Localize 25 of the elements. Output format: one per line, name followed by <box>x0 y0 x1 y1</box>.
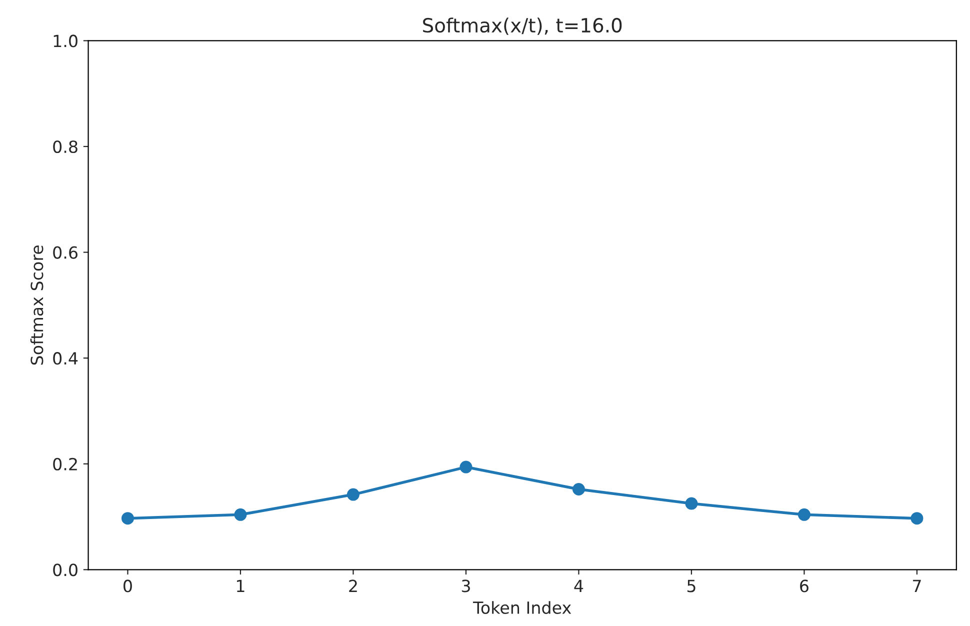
x-tick-label: 2 <box>349 580 357 592</box>
y-tick-label: 0.4 <box>53 352 78 365</box>
point <box>460 460 472 474</box>
x-axis-title: Token Index <box>473 601 572 614</box>
x-tick-label: 1 <box>237 580 244 592</box>
point <box>798 508 810 521</box>
y-tick-label: 1.0 <box>54 34 78 48</box>
point <box>572 483 585 496</box>
x-tick-label: 3 <box>462 580 470 592</box>
chart-title: Softmax(x/t), t=16.0 <box>423 18 622 35</box>
point <box>910 512 924 525</box>
y-axis-title: Softmax Score <box>30 245 44 365</box>
x-tick-label: 5 <box>687 580 696 592</box>
x-tick-label: 7 <box>913 580 921 592</box>
y-tick-label: 0.6 <box>53 246 78 259</box>
y-tick-label: 0.2 <box>53 458 77 470</box>
y-tick-label: 0.8 <box>53 140 78 154</box>
x-tick-label: 6 <box>800 580 808 592</box>
x-tick-label: 4 <box>574 580 584 592</box>
x-tick-label: 0 <box>124 580 132 592</box>
point <box>234 508 247 521</box>
point <box>346 488 360 501</box>
point <box>121 512 134 525</box>
point <box>685 497 698 510</box>
y-tick-label: 0.0 <box>53 564 78 576</box>
